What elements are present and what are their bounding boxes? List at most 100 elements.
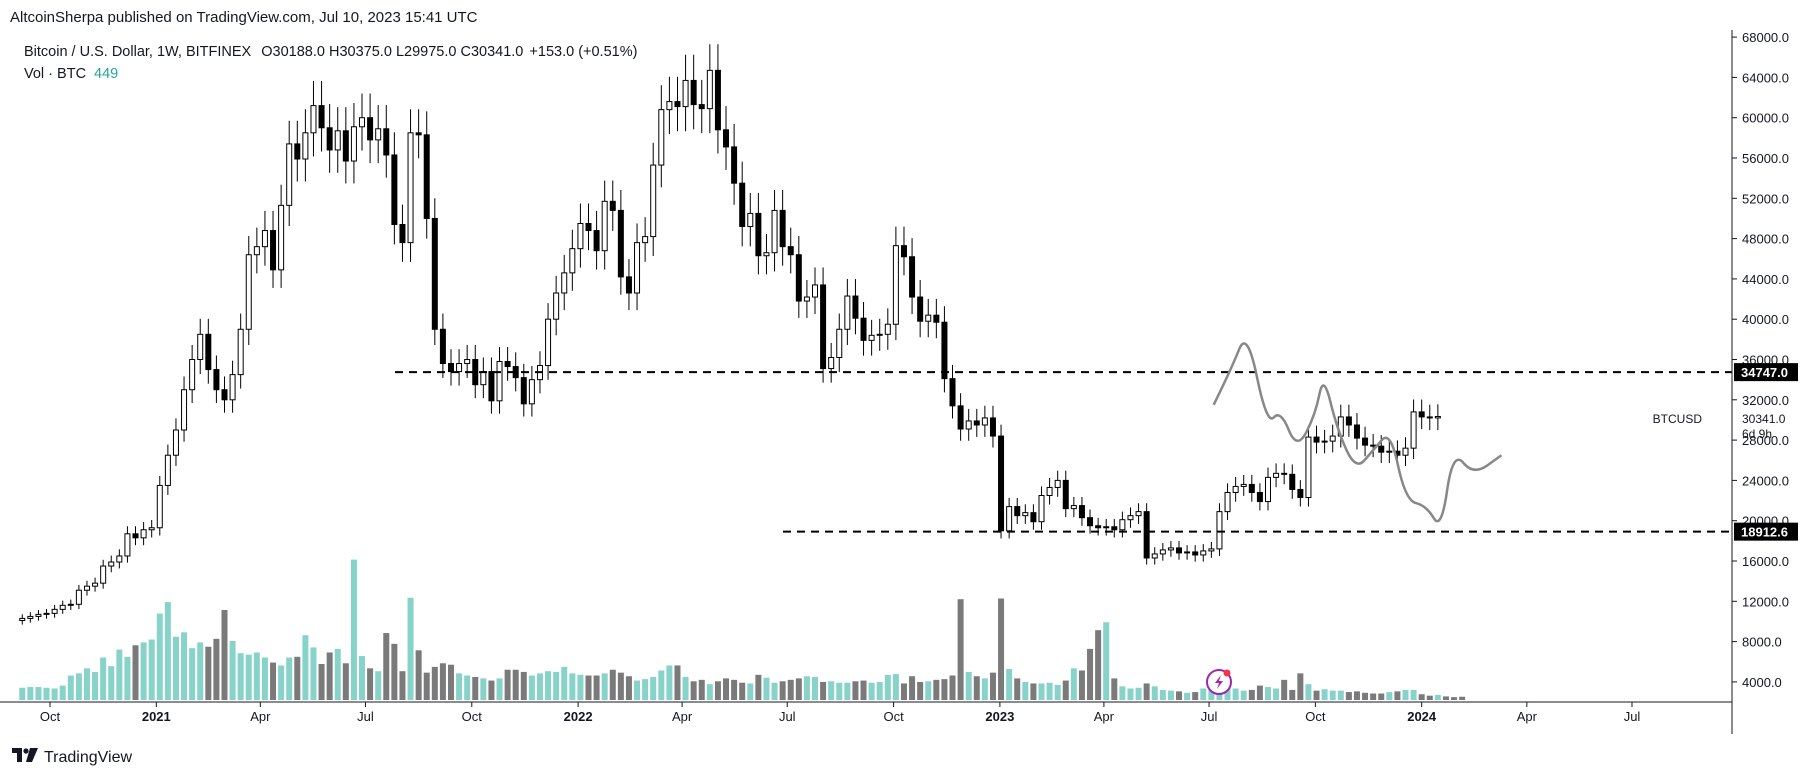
volume-bar — [666, 665, 673, 700]
candle — [868, 319, 875, 356]
candle — [189, 344, 196, 404]
time-tick-label: Apr — [1094, 709, 1115, 724]
candle — [1345, 404, 1352, 437]
candle — [1038, 486, 1045, 530]
candle — [108, 555, 115, 573]
candle — [229, 360, 236, 413]
time-tick-label: Apr — [1517, 709, 1538, 724]
candle — [682, 54, 689, 132]
candle — [83, 580, 90, 596]
projection-line[interactable] — [1212, 342, 1503, 523]
volume-bar — [690, 681, 697, 700]
candle — [892, 226, 899, 341]
volume-bar — [1451, 697, 1458, 700]
price-tick-label: 60000.0 — [1742, 111, 1789, 126]
candle — [811, 267, 818, 315]
candle — [1281, 463, 1288, 485]
candle — [270, 210, 277, 288]
lightning-alert-icon[interactable] — [1206, 669, 1232, 695]
volume-bar — [1184, 692, 1191, 700]
candle — [423, 111, 430, 239]
volume-bar — [1087, 648, 1094, 700]
candle — [132, 526, 139, 546]
volume-bar — [342, 663, 349, 700]
tradingview-logo-icon[interactable] — [12, 748, 38, 767]
volume-bar — [100, 657, 107, 700]
time-tick-label: Apr — [250, 709, 271, 724]
candle — [116, 549, 123, 569]
candle — [302, 109, 309, 182]
close-label: C — [460, 44, 471, 60]
volume-bar — [1095, 630, 1102, 700]
candle — [528, 365, 535, 417]
volume-bar — [811, 676, 818, 700]
footer-brand[interactable]: TradingView — [44, 748, 133, 766]
candle — [909, 238, 916, 315]
volume-bar — [270, 662, 277, 700]
volume-bar — [747, 683, 754, 700]
candle — [399, 204, 406, 262]
volume-bar — [132, 645, 139, 700]
volume-bar — [1459, 696, 1466, 700]
volume-bar — [181, 632, 188, 700]
volume-bar — [197, 642, 204, 700]
volume-bar — [625, 676, 632, 700]
volume-bar — [391, 643, 398, 700]
volume-bar — [213, 638, 220, 700]
volume-bar — [59, 685, 66, 700]
volume-bar — [108, 666, 115, 700]
price-chart[interactable]: 4000.08000.012000.016000.020000.024000.0… — [0, 30, 1815, 736]
candle — [205, 318, 212, 384]
candle — [456, 349, 463, 386]
volume-bar — [601, 673, 608, 700]
time-tick-label: Jul — [1201, 709, 1218, 724]
candle — [480, 357, 487, 399]
time-tick-label: 2021 — [142, 709, 171, 724]
volume-bar — [334, 648, 341, 700]
candle — [1386, 440, 1393, 463]
open-value: 30188.0 — [272, 44, 325, 60]
candle — [771, 189, 778, 272]
price-tick-label: 16000.0 — [1742, 554, 1789, 569]
projection-path[interactable] — [1212, 342, 1503, 523]
price-tick-label: 4000.0 — [1742, 675, 1782, 690]
candle — [917, 280, 924, 338]
candle — [286, 120, 293, 227]
volume-bar — [512, 669, 519, 700]
svg-text:18912.6: 18912.6 — [1741, 525, 1788, 540]
volume-bar — [1159, 689, 1166, 700]
volume-bar — [1313, 690, 1320, 700]
horizontal-levels[interactable] — [395, 371, 1732, 533]
volume-bar — [900, 683, 907, 700]
price-badge: 34747.0 — [1734, 363, 1798, 382]
candle — [350, 102, 357, 184]
volume-bar — [1402, 689, 1409, 700]
time-scale[interactable]: Oct 2021 Apr Jul Oct 2022 Apr Jul Oct 2023 Apr Jul O… — [40, 702, 1641, 724]
candle — [237, 313, 244, 389]
volume-bar — [67, 675, 74, 700]
candle — [181, 376, 188, 442]
candle — [836, 313, 843, 373]
volume-bar — [706, 684, 713, 700]
volume-bar — [359, 656, 366, 700]
candle — [577, 203, 584, 268]
time-tick-label: Oct — [1305, 709, 1326, 724]
volume-bar — [1062, 680, 1069, 700]
candle — [593, 210, 600, 270]
price-tick-label: 24000.0 — [1742, 473, 1789, 488]
volume-bar — [383, 633, 390, 700]
candle — [383, 105, 390, 178]
volume-bar — [326, 652, 333, 700]
candle — [294, 120, 301, 182]
volume-bar — [1006, 669, 1013, 700]
volume-bar — [941, 679, 948, 700]
volume-bar — [1232, 688, 1239, 700]
candle — [957, 393, 964, 441]
candle — [747, 193, 754, 247]
price-tick-label: 56000.0 — [1742, 151, 1789, 166]
price-scale[interactable]: 4000.08000.012000.016000.020000.024000.0… — [1732, 30, 1789, 690]
candle — [1127, 507, 1134, 528]
candle — [698, 79, 705, 134]
candle — [140, 522, 147, 546]
svg-text:34747.0: 34747.0 — [1741, 365, 1788, 380]
